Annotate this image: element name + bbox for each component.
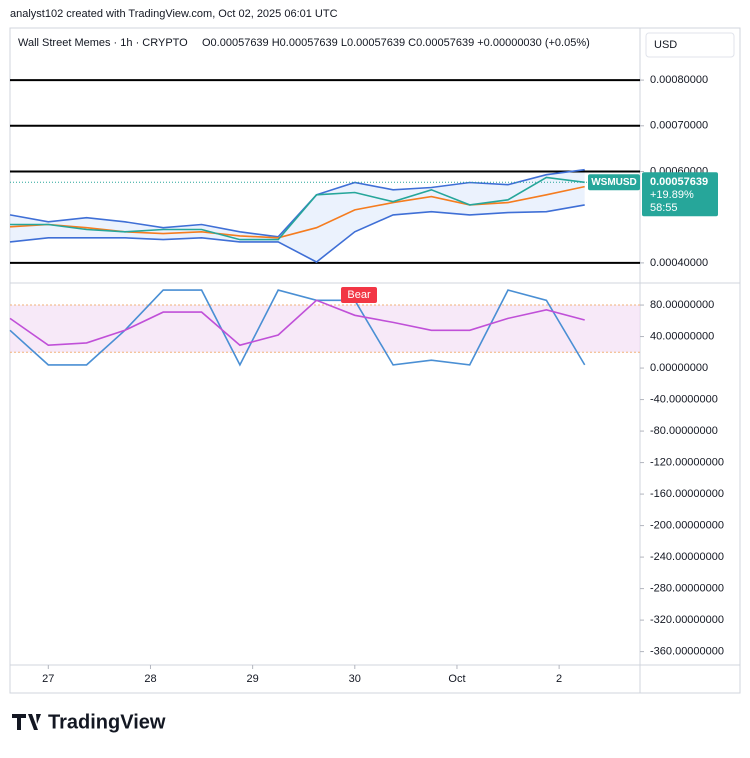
- band: [10, 305, 640, 353]
- y-tick-label: -160.00000000: [650, 488, 724, 500]
- x-tick-label: 29: [247, 673, 259, 685]
- y-tick-label: -80.00000000: [650, 425, 718, 437]
- y-tick-label: -320.00000000: [650, 614, 724, 626]
- currency-box[interactable]: [645, 32, 735, 58]
- y-tick-label: -120.00000000: [650, 456, 724, 468]
- logo: TradingView: [12, 711, 166, 733]
- y-tick-label: 0.00070000: [650, 120, 708, 132]
- y-tick-label: 80.00000000: [650, 299, 714, 311]
- credit: analyst102 created with TradingView.com,…: [10, 8, 338, 20]
- brand: TradingView: [48, 711, 166, 733]
- series-line: [9, 168, 585, 238]
- symbol: Wall Street Memes · 1h · CRYPTO: [18, 37, 188, 49]
- y-tick-label: -200.00000000: [650, 519, 724, 531]
- y-tick-label: 0.00000000: [650, 362, 708, 374]
- frame: [9, 27, 741, 694]
- annotation-box: [341, 287, 377, 303]
- symbol-label: WSMUSD: [591, 177, 637, 188]
- y-tick-label: 0.00040000: [650, 257, 708, 269]
- y-tick-label: -40.00000000: [650, 393, 718, 405]
- y-tick-label: -240.00000000: [650, 551, 724, 563]
- annotation: Bear: [347, 289, 371, 301]
- y-tick-label: -360.00000000: [650, 646, 724, 658]
- x-tick-label: 28: [144, 673, 156, 685]
- currency[interactable]: USD: [654, 39, 677, 51]
- x-tick-label: 2: [556, 673, 562, 685]
- y-tick-label: 40.00000000: [650, 330, 714, 342]
- series-line: [10, 176, 585, 241]
- x-tick-label: Oct: [448, 673, 465, 685]
- y-tick-label: 0.00080000: [650, 74, 708, 86]
- y-tick-label: -280.00000000: [650, 583, 724, 595]
- x-tick-label: 27: [42, 673, 54, 685]
- series-line: [9, 289, 586, 367]
- series-line: [9, 299, 585, 347]
- ohlc: O0.00057639 H0.00057639 L0.00057639 C0.0…: [202, 37, 590, 49]
- x-tick-label: 30: [349, 673, 361, 685]
- symbol-badge: [588, 174, 640, 191]
- countdown-label: 58:55: [650, 202, 678, 214]
- price-badge: [642, 172, 718, 217]
- price-label: 0.00057639: [650, 176, 708, 188]
- series-line: [9, 204, 585, 263]
- series-line: [9, 185, 585, 239]
- change-label: +19.89%: [650, 189, 694, 201]
